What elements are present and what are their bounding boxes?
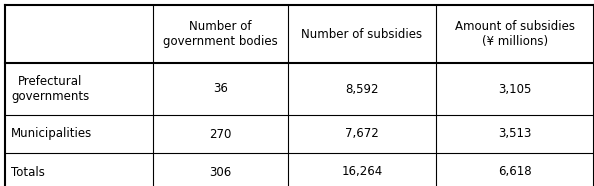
- Text: Municipalities: Municipalities: [11, 127, 92, 140]
- Text: Totals: Totals: [11, 166, 45, 179]
- Text: Number of subsidies: Number of subsidies: [301, 28, 422, 41]
- Text: 270: 270: [209, 127, 232, 140]
- Text: Prefectural
governments: Prefectural governments: [11, 75, 89, 103]
- Text: 7,672: 7,672: [345, 127, 379, 140]
- Text: 6,618: 6,618: [498, 166, 532, 179]
- Text: 306: 306: [209, 166, 232, 179]
- Text: 3,105: 3,105: [498, 83, 532, 95]
- Text: 3,513: 3,513: [498, 127, 532, 140]
- Text: Number of
government bodies: Number of government bodies: [163, 20, 278, 48]
- Text: 16,264: 16,264: [342, 166, 383, 179]
- Text: 36: 36: [213, 83, 228, 95]
- Text: Amount of subsidies
(¥ millions): Amount of subsidies (¥ millions): [455, 20, 575, 48]
- Text: 8,592: 8,592: [345, 83, 379, 95]
